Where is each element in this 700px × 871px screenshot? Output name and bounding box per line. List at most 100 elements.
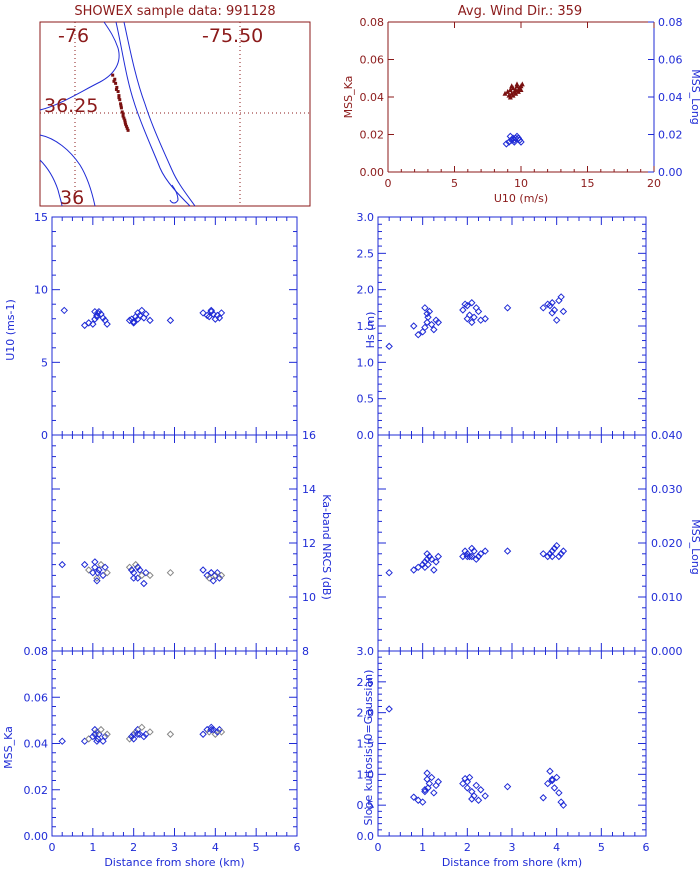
data-point: [134, 563, 142, 572]
data-point: [503, 782, 512, 791]
map-lat-label: 36.25: [44, 95, 98, 117]
data-point: [93, 577, 101, 585]
y-tick-label: 0.04: [24, 738, 49, 751]
data-point: [559, 801, 568, 809]
y2-tick-label: 0.020: [651, 537, 683, 550]
data-point: [166, 316, 175, 325]
data-point: [434, 552, 443, 561]
data-point: [91, 558, 99, 566]
data-point: [470, 313, 478, 321]
mss-long-point: [511, 134, 520, 142]
data-point: [199, 566, 207, 574]
mss-ka-point: [505, 88, 511, 94]
data-point: [58, 560, 66, 569]
data-point: [544, 779, 552, 788]
data-point: [95, 566, 103, 574]
y-tick-label: 0.06: [24, 691, 49, 704]
x-tick-label: 1: [89, 841, 96, 854]
data-point: [481, 792, 489, 800]
y2-axis-label: Ka-band NRCS (dB): [320, 494, 333, 600]
mss-long-point: [514, 134, 523, 142]
data-point: [414, 331, 422, 339]
track-point: [126, 128, 130, 132]
track-point: [114, 81, 118, 85]
data-point: [89, 568, 97, 577]
data-point: [503, 547, 512, 555]
data-point: [103, 568, 111, 577]
y2-tick-label: 14: [302, 483, 316, 496]
y-tick-label: 15: [34, 211, 48, 224]
map-contour: [39, 134, 96, 207]
track-point: [119, 106, 123, 110]
data-point: [459, 306, 467, 314]
data-point: [101, 563, 109, 572]
data-point: [99, 571, 107, 580]
data-point: [414, 796, 422, 804]
y2-tick-label: 0.010: [651, 591, 683, 604]
x-tick-label: 5: [598, 841, 605, 854]
x-tick-label: 2: [464, 841, 471, 854]
mss-ka-point: [513, 90, 519, 96]
data-point: [414, 563, 422, 572]
y2-tick-label: 0.030: [651, 483, 683, 496]
data-point: [546, 301, 554, 310]
mss-ka-point: [507, 94, 513, 100]
data-point: [199, 309, 207, 317]
data-point: [423, 550, 431, 558]
y2-tick-label: 0.00: [658, 166, 683, 179]
y-tick-label: 1.5: [357, 320, 375, 333]
hs-panel: 0.0 0.5 1.0 1.5 2.0 2.5 3.0 Hs (m): [357, 211, 647, 442]
data-point: [140, 579, 148, 588]
data-point: [85, 735, 93, 743]
data-point: [468, 318, 476, 327]
x-axis-label: Distance from shore (km): [104, 856, 244, 869]
y-axis-label: MSS_Ka: [2, 726, 15, 769]
data-point: [217, 309, 226, 317]
x-tick-label: 4: [553, 841, 560, 854]
data-point: [142, 310, 150, 318]
data-point: [209, 577, 217, 585]
data-point: [134, 730, 142, 738]
track-point: [114, 87, 118, 91]
data-point: [211, 730, 220, 738]
data-point: [550, 306, 559, 314]
data-point: [138, 306, 146, 315]
data-point: [427, 773, 436, 782]
panel-frame: [377, 216, 647, 436]
data-point: [80, 737, 89, 745]
data-point: [555, 552, 563, 561]
data-point: [97, 560, 105, 569]
panel-frame: [51, 650, 298, 837]
data-point: [550, 784, 559, 792]
x-tick-label: 0: [375, 841, 382, 854]
data-point: [136, 730, 144, 738]
y2-tick-label: 0.000: [651, 645, 683, 658]
x-tick-label: 2: [130, 841, 137, 854]
y2-tick-label: 16: [302, 429, 316, 442]
data-point: [211, 571, 220, 580]
data-point: [134, 315, 142, 323]
y2-tick-label: 0.06: [658, 54, 683, 67]
data-point: [477, 786, 485, 794]
data-point: [423, 309, 431, 318]
y-tick-label: 1.5: [357, 738, 375, 751]
x-tick-label: 4: [212, 841, 219, 854]
data-point: [424, 313, 432, 321]
data-point: [213, 568, 222, 577]
data-point: [91, 307, 99, 316]
data-point: [410, 793, 418, 801]
data-point: [434, 318, 443, 327]
data-point: [463, 301, 472, 310]
data-point: [555, 789, 563, 797]
data-point: [548, 552, 556, 561]
mss-ka-panel: 0 1 2 3 4 5 6 Distance from shore (km) 0.00 0.02 0…: [2, 645, 301, 869]
data-point: [421, 323, 429, 332]
data-point: [468, 552, 476, 561]
data-point: [552, 773, 561, 782]
data-point: [468, 795, 476, 803]
y-tick-label: 2.5: [357, 676, 375, 689]
data-point: [146, 728, 154, 736]
data-point: [430, 566, 438, 574]
data-point: [94, 735, 102, 743]
